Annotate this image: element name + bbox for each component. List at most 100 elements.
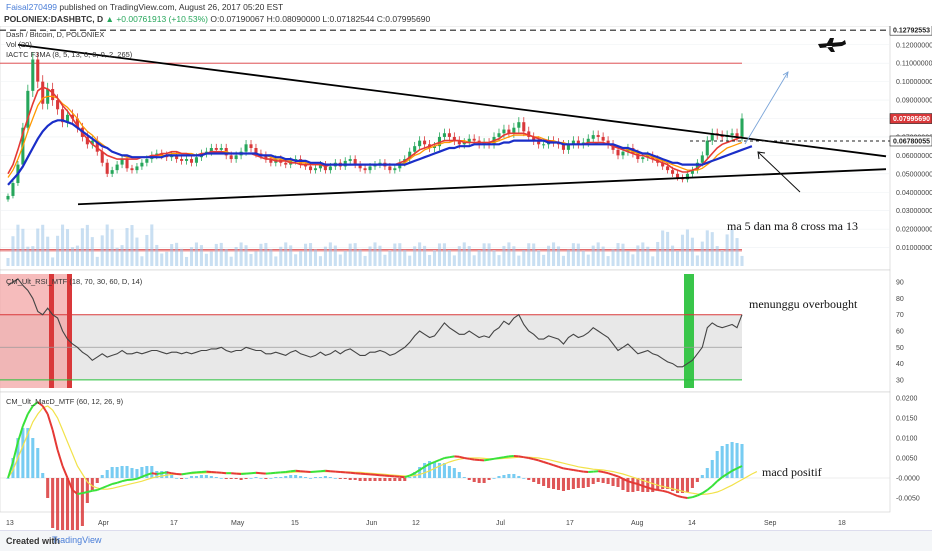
volume-bar [423,246,426,266]
candle-body [423,141,426,145]
macd-hist-bar [696,478,699,482]
macd-hist-bar [359,478,362,481]
chart-canvas[interactable]: 0.120000000.110000000.100000000.09000000… [0,26,932,530]
volume-bar [716,246,719,266]
macd-line-segment [687,497,692,498]
volume-bar [731,230,734,266]
volume-bar [681,235,684,266]
macd-line-segment [653,489,658,490]
macd-hist-bar [403,478,406,481]
macd-hist-bar [269,478,272,479]
price-tick-label: 0.09000000 [896,98,932,105]
candle-body [349,159,352,161]
volume-bar [701,242,704,266]
volume-bar [339,255,342,266]
macd-hist-bar [721,446,724,478]
macd-hist-bar [587,478,590,487]
volume-bar [284,242,287,266]
macd-hist-bar [279,477,282,478]
volume-bar [507,242,510,266]
volume-bar [607,256,610,266]
volume-bar [413,246,416,266]
macd-line-segment [678,496,683,497]
macd-line-segment [484,460,489,461]
candle-body [31,60,34,91]
volume-bar [279,247,282,266]
volume-bar [483,243,486,266]
macd-hist-bar [175,478,178,479]
volume-bar [418,242,421,266]
volume-bar [56,236,59,266]
candle-body [388,166,391,170]
candle-body [140,163,143,167]
macd-hist-bar [497,476,500,478]
candle-body [369,166,372,170]
volume-bar [61,225,64,266]
candle-body [497,133,500,137]
macd-hist-bar [701,475,704,478]
candle-body [125,159,128,168]
macd-line-segment [162,472,167,473]
volume-bar [726,234,729,266]
tradingview-logo[interactable]: TradingView [52,535,102,545]
publish-info: published on TradingView.com, August 26,… [59,2,283,12]
macd-hist-bar [354,478,357,480]
volume-bar [473,255,476,266]
candle-body [413,146,416,152]
macd-hist-bar [547,478,550,488]
volume-bar [497,255,500,266]
time-tick-label: 12 [412,520,420,527]
macd-tick-label: 0.0050 [896,456,918,463]
price-badge-label: 0.07995690 [893,116,930,123]
macd-hist-bar [215,477,218,478]
volume-bar [26,247,29,266]
volume-bar [31,246,34,266]
volume-bar [235,247,238,266]
macd-hist-bar [582,478,585,488]
macd-hist-bar [597,478,600,482]
overbought-zone [0,274,70,388]
macd-hist-bar [527,478,530,480]
macd-line-segment [459,457,464,458]
time-tick-label: Jun [366,520,377,527]
macd-hist-bar [542,478,545,486]
volume-bar [11,236,14,266]
volume-bar [160,254,163,266]
macd-line-segment [573,470,578,471]
macd-hist-bar [443,463,446,478]
candle-body [731,133,734,135]
candle-body [106,163,109,174]
volume-bar [696,255,699,266]
candle-body [180,159,183,161]
volume-bar [433,250,436,266]
macd-hist-bar [205,475,208,478]
author-link[interactable]: Faisal270499 [6,2,57,12]
candle-body [641,157,644,159]
macd-line-segment [519,456,524,457]
volume-bar [736,238,739,266]
macd-hist-bar [254,477,257,478]
volume-bar [240,242,243,266]
macd-hist-bar [116,467,119,478]
volume-bar [721,250,724,266]
macd-line-segment [92,490,97,491]
macd-line-segment [82,492,87,493]
macd-hist-bar [646,478,649,492]
macd-hist-bar [274,477,277,478]
candle-body [116,165,119,171]
time-tick-label: Jul [496,520,505,527]
macd-tick-label: 0.0200 [896,396,918,403]
macd-line-segment [464,458,469,459]
volume-bar [249,254,252,266]
rsi-legend: CM_Ult_RSI_MTF (18, 70, 30, 60, D, 14) [6,277,143,286]
volume-bar [388,251,391,266]
macd-hist-bar [602,478,605,483]
macd-hist-bar [736,443,739,478]
macd-hist-bar [81,478,84,526]
macd-hist-bar [225,478,228,479]
macd-hist-bar [577,478,580,488]
macd-panel[interactable] [0,392,890,512]
macd-line-segment [187,473,192,474]
volume-bar [582,251,585,266]
